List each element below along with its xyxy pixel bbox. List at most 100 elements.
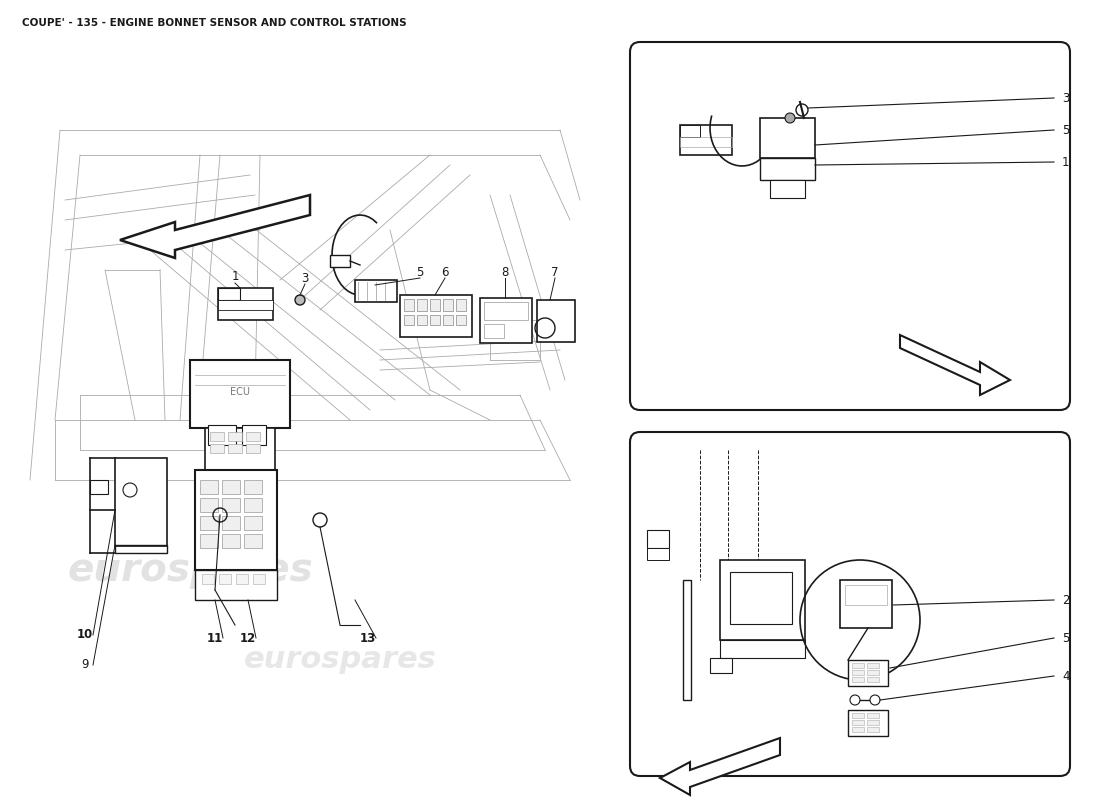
Bar xyxy=(430,299,440,311)
Bar xyxy=(537,300,575,342)
Bar xyxy=(852,713,864,718)
Bar xyxy=(647,548,669,560)
Bar xyxy=(244,480,262,494)
Bar xyxy=(236,574,248,584)
Bar xyxy=(195,470,277,570)
Bar xyxy=(208,425,236,445)
Circle shape xyxy=(785,113,795,123)
Text: 1: 1 xyxy=(231,270,239,283)
Bar xyxy=(680,125,732,155)
Bar xyxy=(720,640,805,658)
Text: 6: 6 xyxy=(441,266,449,278)
Bar xyxy=(867,713,879,718)
Bar xyxy=(840,580,892,628)
Text: 5: 5 xyxy=(1062,631,1069,645)
Bar xyxy=(116,458,167,546)
Bar xyxy=(246,444,260,453)
Bar xyxy=(845,585,887,605)
Bar xyxy=(867,727,879,732)
Bar xyxy=(200,480,218,494)
Bar xyxy=(218,300,273,310)
Text: 7: 7 xyxy=(551,266,559,278)
Bar xyxy=(200,534,218,548)
Bar xyxy=(244,516,262,530)
Bar xyxy=(218,288,273,320)
Bar xyxy=(867,677,879,682)
Bar xyxy=(210,432,224,441)
Text: 5: 5 xyxy=(416,266,424,278)
Bar xyxy=(710,658,732,673)
Bar xyxy=(867,670,879,675)
Polygon shape xyxy=(660,738,780,795)
Bar xyxy=(195,570,277,600)
Bar xyxy=(228,432,242,441)
FancyBboxPatch shape xyxy=(630,432,1070,776)
Bar xyxy=(200,516,218,530)
Text: 8: 8 xyxy=(502,266,508,278)
Bar xyxy=(210,444,224,453)
Bar xyxy=(200,498,218,512)
Bar xyxy=(228,444,242,453)
Bar xyxy=(852,727,864,732)
Bar xyxy=(848,710,888,736)
Bar xyxy=(484,324,504,338)
Polygon shape xyxy=(120,195,310,258)
Bar xyxy=(770,180,805,198)
Bar xyxy=(222,498,240,512)
Circle shape xyxy=(870,695,880,705)
Bar xyxy=(680,137,732,147)
Bar xyxy=(720,560,805,640)
Bar xyxy=(417,315,427,325)
Bar xyxy=(246,432,260,441)
Bar xyxy=(430,315,440,325)
Bar xyxy=(222,516,240,530)
Bar xyxy=(456,315,466,325)
Bar xyxy=(218,288,240,300)
Bar xyxy=(242,425,266,445)
Text: 4: 4 xyxy=(1062,670,1069,682)
Bar xyxy=(730,572,792,624)
Bar xyxy=(647,530,669,548)
Bar xyxy=(680,125,700,137)
Bar xyxy=(867,663,879,668)
Text: 1: 1 xyxy=(1062,155,1069,169)
Bar xyxy=(417,299,427,311)
Text: eurospares: eurospares xyxy=(243,646,437,674)
Text: COUPE' - 135 - ENGINE BONNET SENSOR AND CONTROL STATIONS: COUPE' - 135 - ENGINE BONNET SENSOR AND … xyxy=(22,18,407,28)
Bar xyxy=(867,720,879,725)
Bar xyxy=(222,480,240,494)
Bar xyxy=(443,299,453,311)
Bar xyxy=(205,428,275,470)
Bar xyxy=(330,255,350,267)
Text: 2: 2 xyxy=(1062,594,1069,606)
Text: ECU: ECU xyxy=(230,387,250,397)
Text: 10: 10 xyxy=(77,629,94,642)
Bar xyxy=(852,720,864,725)
Bar xyxy=(400,295,472,337)
Bar xyxy=(683,580,691,700)
Bar xyxy=(222,534,240,548)
Bar xyxy=(480,298,532,343)
Text: 5: 5 xyxy=(1062,123,1069,137)
Bar xyxy=(443,315,453,325)
Bar xyxy=(116,545,167,553)
Bar xyxy=(244,534,262,548)
Text: 9: 9 xyxy=(81,658,89,671)
Bar xyxy=(760,158,815,180)
Bar xyxy=(484,302,528,320)
Text: 13: 13 xyxy=(360,631,376,645)
Circle shape xyxy=(295,295,305,305)
Text: 3: 3 xyxy=(1062,91,1069,105)
Bar xyxy=(219,574,231,584)
Bar xyxy=(848,660,888,686)
Text: eurospares: eurospares xyxy=(705,628,855,652)
Text: 11: 11 xyxy=(207,631,223,645)
Text: 12: 12 xyxy=(240,631,256,645)
Polygon shape xyxy=(900,335,1010,395)
Text: eurospares: eurospares xyxy=(67,551,312,589)
Bar xyxy=(244,498,262,512)
Bar xyxy=(760,118,815,158)
Circle shape xyxy=(796,104,808,116)
Bar xyxy=(404,299,414,311)
Bar xyxy=(90,480,108,494)
